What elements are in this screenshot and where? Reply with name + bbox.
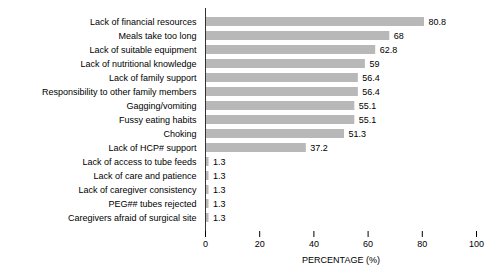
- svg-text:Gagging/vomiting: Gagging/vomiting: [126, 101, 196, 111]
- svg-text:68: 68: [394, 31, 404, 41]
- svg-text:56.4: 56.4: [362, 87, 380, 97]
- svg-text:Lack of access to tube feeds: Lack of access to tube feeds: [82, 157, 197, 167]
- svg-text:Fussy eating habits: Fussy eating habits: [119, 115, 197, 125]
- svg-text:1.3: 1.3: [213, 157, 226, 167]
- svg-text:1.3: 1.3: [213, 185, 226, 195]
- svg-text:Lack of family support: Lack of family support: [109, 73, 197, 83]
- svg-text:80: 80: [417, 239, 427, 249]
- svg-text:Lack of caregiver consistency: Lack of caregiver consistency: [78, 185, 197, 195]
- svg-text:Lack of nutritional knowledge: Lack of nutritional knowledge: [80, 59, 196, 69]
- svg-text:1.3: 1.3: [213, 199, 226, 209]
- svg-text:59: 59: [369, 59, 379, 69]
- svg-text:62.8: 62.8: [380, 45, 398, 55]
- svg-text:0: 0: [203, 239, 208, 249]
- svg-text:55.1: 55.1: [359, 115, 377, 125]
- svg-text:20: 20: [255, 239, 265, 249]
- svg-text:1.3: 1.3: [213, 213, 226, 223]
- svg-text:80.8: 80.8: [428, 17, 446, 27]
- svg-text:60: 60: [363, 239, 373, 249]
- svg-text:Responsibility to other family: Responsibility to other family members: [42, 87, 197, 97]
- svg-text:Caregivers afraid of surgical: Caregivers afraid of surgical site: [68, 213, 197, 223]
- svg-text:37.2: 37.2: [310, 143, 328, 153]
- svg-text:1.3: 1.3: [213, 171, 226, 181]
- svg-text:PEG## tubes rejected: PEG## tubes rejected: [108, 199, 196, 209]
- svg-text:Meals take too long: Meals take too long: [118, 31, 196, 41]
- svg-text:Lack of suitable equipment: Lack of suitable equipment: [89, 45, 197, 55]
- svg-text:55.1: 55.1: [359, 101, 377, 111]
- svg-text:56.4: 56.4: [362, 73, 380, 83]
- svg-text:Lack of financial resources: Lack of financial resources: [90, 17, 197, 27]
- svg-text:51.3: 51.3: [349, 129, 367, 139]
- svg-text:100: 100: [469, 239, 484, 249]
- svg-text:PERCENTAGE (%): PERCENTAGE (%): [302, 255, 380, 265]
- svg-text:40: 40: [309, 239, 319, 249]
- svg-text:Choking: Choking: [163, 129, 196, 139]
- svg-text:Lack of HCP# support: Lack of HCP# support: [108, 143, 197, 153]
- svg-text:Lack of care and patience: Lack of care and patience: [93, 171, 196, 181]
